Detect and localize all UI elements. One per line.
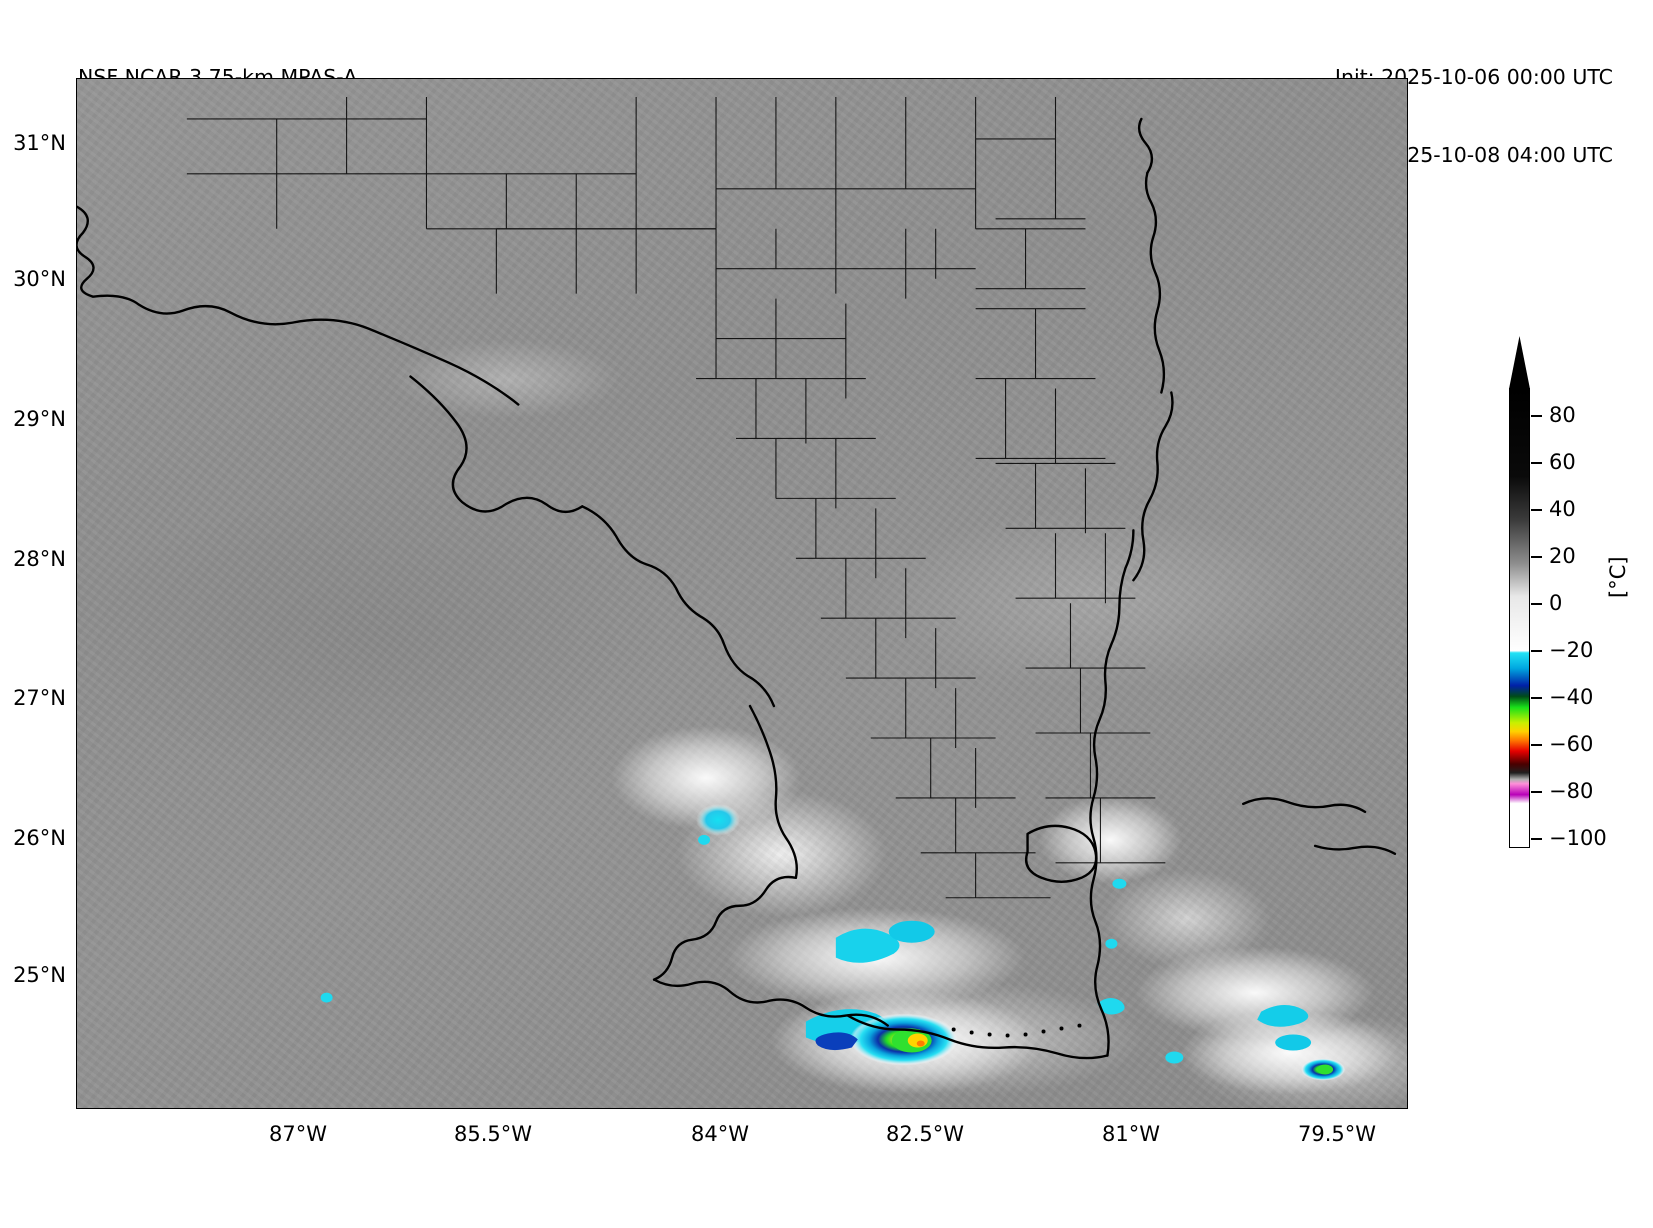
- colorbar-tick-label: −60: [1549, 732, 1594, 756]
- colorbar-tick-mark: [1531, 603, 1542, 605]
- longitude-tick-label: 85.5°W: [453, 1122, 533, 1146]
- colorbar-tick-label: −80: [1549, 779, 1594, 803]
- colorbar-tick-label: −100: [1549, 826, 1607, 850]
- colorbar-tick-mark: [1531, 650, 1542, 652]
- colorbar-tick-label: 80: [1549, 403, 1576, 427]
- longitude-tick-label: 82.5°W: [885, 1122, 965, 1146]
- colorbar-tick-mark: [1531, 838, 1542, 840]
- colorbar-tick-mark: [1531, 697, 1542, 699]
- colorbar-unit-label: [°C]: [1606, 556, 1630, 598]
- latitude-tick-label: 29°N: [13, 407, 66, 431]
- colorbar-tick-label: 40: [1549, 497, 1576, 521]
- latitude-tick-label: 30°N: [13, 267, 66, 291]
- colorbar-tick-mark: [1531, 462, 1542, 464]
- map-axes: [76, 78, 1408, 1109]
- colorbar-tick-mark: [1531, 415, 1542, 417]
- colorbar-tick-mark: [1531, 556, 1542, 558]
- colorbar-tick-mark: [1531, 744, 1542, 746]
- longitude-tick-label: 87°W: [269, 1122, 327, 1146]
- longitude-tick-label: 79.5°W: [1297, 1122, 1377, 1146]
- latitude-tick-label: 31°N: [13, 131, 66, 155]
- init-time-label: Init: 2025-10-06 00:00 UTC: [1334, 65, 1613, 89]
- colorbar-tick-label: −20: [1549, 638, 1594, 662]
- latitude-tick-label: 25°N: [13, 963, 66, 987]
- longitude-tick-label: 84°W: [691, 1122, 749, 1146]
- colorbar-extend-arrow: [1509, 336, 1530, 389]
- geographic-boundaries-layer: [77, 96, 1397, 1060]
- latitude-tick-label: 27°N: [13, 686, 66, 710]
- latitude-tick-label: 26°N: [13, 826, 66, 850]
- colorbar-tick-mark: [1531, 791, 1542, 793]
- colorbar-tick-label: 0: [1549, 591, 1563, 615]
- colorbar-tick-label: −40: [1549, 685, 1594, 709]
- colorbar: [1509, 388, 1530, 848]
- longitude-tick-label: 81°W: [1102, 1122, 1160, 1146]
- latitude-tick-label: 28°N: [13, 547, 66, 571]
- colorbar-tick-label: 60: [1549, 450, 1576, 474]
- latitude-axis: 31°N 30°N 29°N 28°N 27°N 26°N 25°N: [0, 0, 76, 1228]
- colorbar-gradient: [1510, 389, 1529, 847]
- colorbar-tick-mark: [1531, 509, 1542, 511]
- colorbar-tick-label: 20: [1549, 544, 1576, 568]
